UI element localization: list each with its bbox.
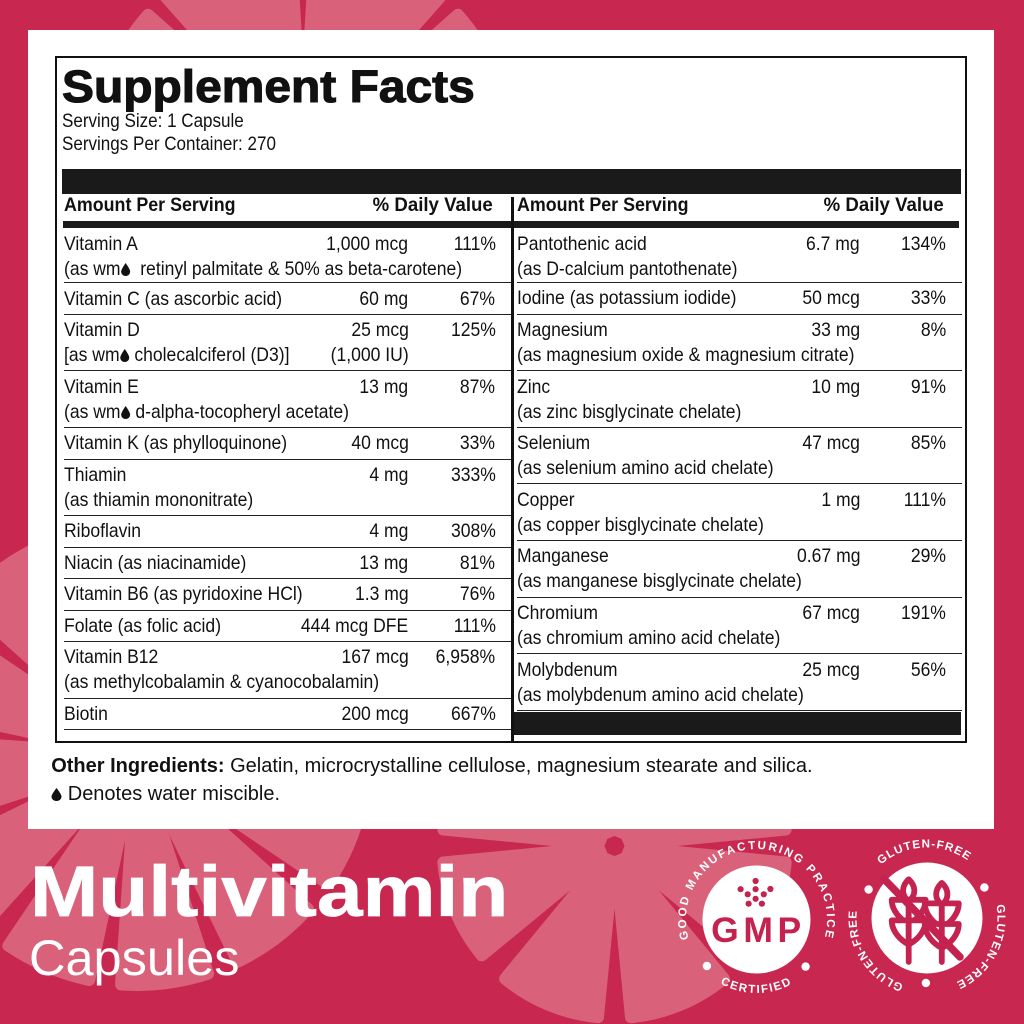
svg-text:GMP: GMP [711,910,806,950]
svg-text:GLUTEN-FREE: GLUTEN-FREE [875,837,974,867]
svg-text:CERTIFIED: CERTIFIED [719,975,794,997]
